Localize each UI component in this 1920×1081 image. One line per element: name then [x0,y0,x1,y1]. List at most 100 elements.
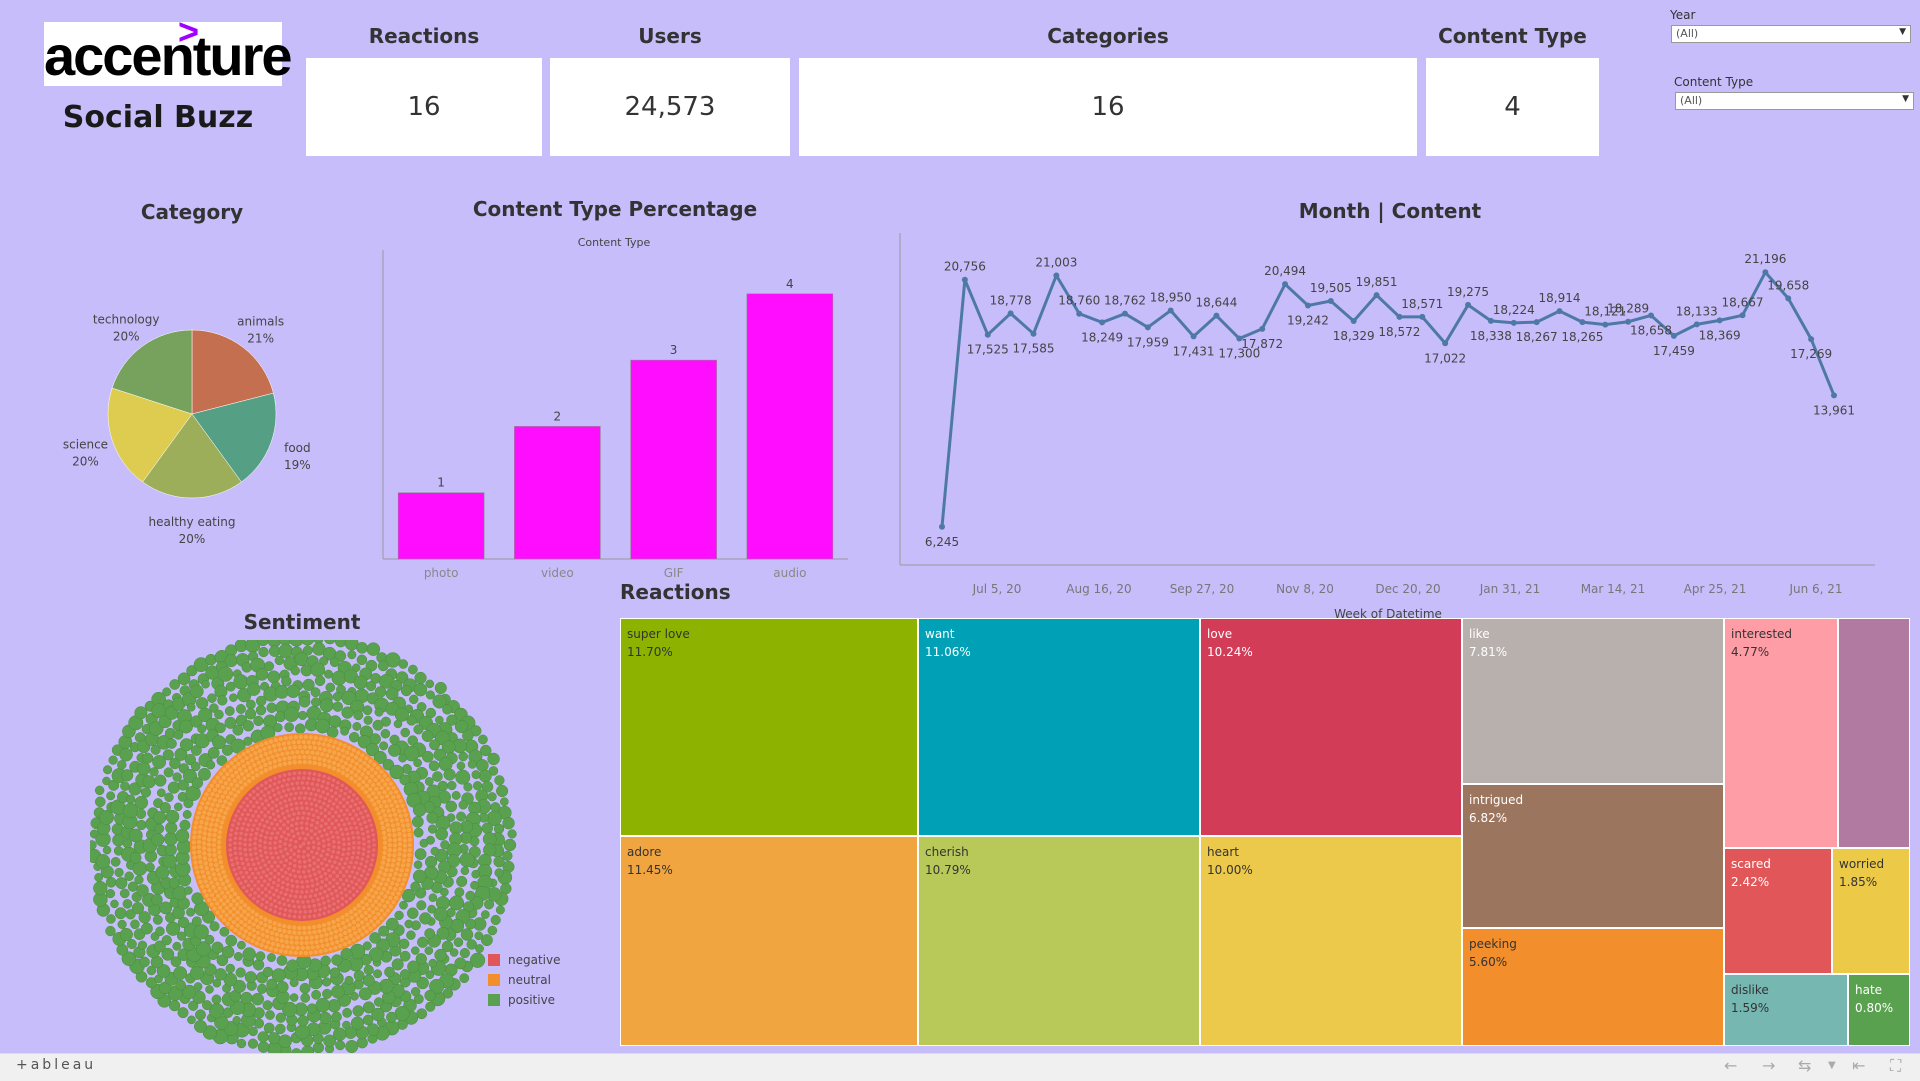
pie-slice-food[interactable] [191,392,277,483]
line-point[interactable] [1739,312,1746,319]
treemap-cell-interested[interactable]: interested 4.77% [1724,618,1838,848]
line-point[interactable] [1442,340,1449,347]
line-point[interactable] [1282,281,1289,288]
year-filter-select[interactable]: (All) ▼ [1671,25,1911,43]
neutral-bubble [395,861,401,867]
positive-bubble [425,679,435,689]
positive-bubble [430,846,440,856]
treemap-cell-unlabeled[interactable] [1838,618,1910,848]
pie-slice-healthy-eating[interactable] [142,413,242,499]
negative-bubble [316,815,320,820]
line-point[interactable] [1625,318,1632,325]
line-point[interactable] [1670,332,1677,339]
negative-bubble [282,902,287,907]
bar-video[interactable] [514,426,601,560]
treemap-cell-dislike[interactable]: dislike 1.59% [1724,974,1848,1046]
line-point[interactable] [1190,333,1197,340]
treemap-cell-like[interactable]: like 7.81% [1462,618,1724,784]
line-point-label: 18,571 [1401,297,1443,311]
line-point[interactable] [1327,298,1334,305]
positive-bubble [170,956,182,968]
line-point[interactable] [1167,307,1174,314]
line-point[interactable] [1693,321,1700,328]
line-point[interactable] [961,276,968,283]
pie-slice-science[interactable] [107,387,193,483]
neutral-bubble [369,888,374,893]
line-point[interactable] [1007,310,1014,317]
pie-pct-label: 20% [179,532,206,546]
undo-icon[interactable]: ← [1724,1056,1738,1075]
positive-bubble [105,876,117,888]
line-point[interactable] [1579,319,1586,326]
bar-audio[interactable] [746,293,834,560]
neutral-bubble [386,827,391,833]
line-point[interactable] [1213,312,1220,319]
treemap-cell-peeking[interactable]: peeking 5.60% [1462,928,1724,1046]
chevron-down-icon[interactable]: ▼ [1828,1060,1836,1071]
bar-photo[interactable] [397,492,485,560]
line-point[interactable] [1076,310,1083,317]
line-point[interactable] [939,523,945,530]
neutral-bubble [340,748,345,753]
treemap-cell-heart[interactable]: heart 10.00% [1200,836,1462,1046]
positive-bubble [340,947,353,961]
neutral-bubble [216,813,222,818]
revert-icon[interactable]: ⇆ [1798,1056,1812,1075]
line-point[interactable] [1259,325,1266,332]
line-point[interactable] [1510,319,1517,326]
line-point[interactable] [1556,308,1563,315]
line-point[interactable] [1236,335,1243,342]
neutral-bubble [272,921,277,926]
line-point[interactable] [984,331,991,338]
negative-bubble [257,805,261,810]
neutral-bubble [284,934,289,939]
line-point[interactable] [1121,310,1128,317]
line-point[interactable] [1030,330,1037,337]
line-point[interactable] [1465,301,1472,308]
line-point[interactable] [1304,302,1311,309]
content-type-filter-select[interactable]: (All) ▼ [1675,92,1914,110]
fullscreen-icon[interactable]: ⛶ [1890,1056,1902,1075]
neutral-bubble [384,818,389,823]
line-point[interactable] [1716,317,1723,324]
line-point[interactable] [1785,295,1792,302]
line-point[interactable] [1602,321,1609,328]
pie-slice-animals[interactable] [191,329,274,415]
treemap-cell-want[interactable]: want 11.06% [918,618,1200,836]
line-point[interactable] [1053,272,1060,279]
negative-bubble [322,901,326,905]
treemap-cell-super-love[interactable]: super love 11.70% [620,618,918,836]
treemap-cell-adore[interactable]: adore 11.45% [620,836,918,1046]
treemap-cell-worried[interactable]: worried 1.85% [1832,848,1910,974]
negative-bubble [285,887,289,892]
line-point[interactable] [1396,313,1403,320]
line-point[interactable] [1373,292,1380,299]
negative-bubble [337,885,342,890]
line-point[interactable] [1419,313,1426,320]
line-point[interactable] [1808,336,1815,343]
line-point[interactable] [1099,319,1106,326]
neutral-bubble [379,908,384,913]
treemap-cell-scared[interactable]: scared 2.42% [1724,848,1832,974]
redo-icon[interactable]: → [1762,1056,1776,1075]
line-point[interactable] [1831,392,1837,399]
line-point[interactable] [1350,318,1357,325]
treemap-cell-intrigued[interactable]: intrigued 6.82% [1462,784,1724,928]
negative-bubble [333,826,337,830]
line-point[interactable] [1144,324,1151,331]
treemap-cell-cherish[interactable]: cherish 10.79% [918,836,1200,1046]
reset-icon[interactable]: ⇤ [1852,1056,1866,1075]
bar-GIF[interactable] [630,359,717,560]
neutral-bubble [206,837,212,842]
line-point[interactable] [1648,312,1655,319]
treemap-cell-hate[interactable]: hate 0.80% [1848,974,1910,1046]
line-point[interactable] [1487,317,1494,324]
negative-bubble [284,837,288,841]
treemap-cell-love[interactable]: love 10.24% [1200,618,1462,836]
line-point[interactable] [1533,319,1540,326]
line-point[interactable] [1762,269,1769,276]
neutral-bubble [198,859,203,865]
positive-bubble [399,969,411,980]
negative-bubble [293,845,298,849]
pie-slice-technology[interactable] [111,329,193,415]
